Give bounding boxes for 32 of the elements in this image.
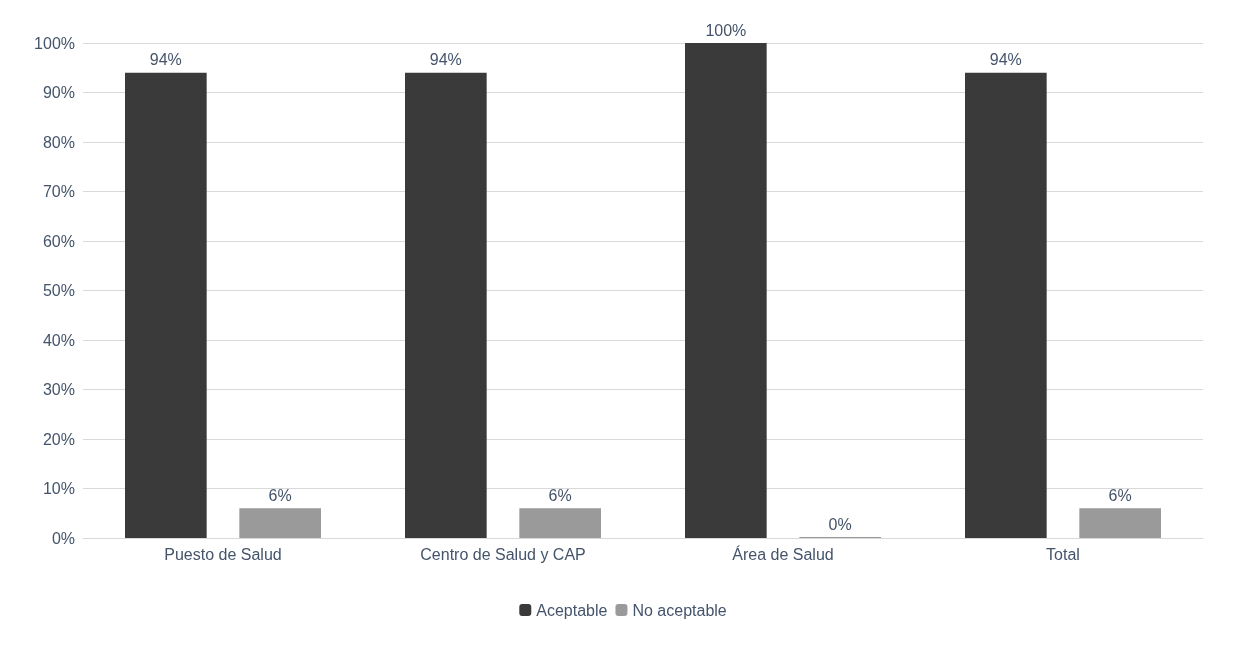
y-tick-label: 60% [42, 232, 75, 250]
bar [685, 43, 767, 538]
y-tick-label: 100% [34, 34, 75, 52]
x-tick-label: Centro de Salud y CAP [420, 545, 586, 563]
x-tick-label: Total [1046, 545, 1080, 563]
data-label: 100% [705, 21, 747, 39]
y-tick-label: 80% [42, 133, 75, 151]
data-label: 94% [149, 51, 182, 69]
data-label: 6% [1108, 486, 1132, 504]
bar [125, 72, 207, 538]
x-tick-label: Puesto de Salud [164, 545, 282, 563]
legend-label: Aceptable [536, 601, 608, 619]
y-tick-label: 40% [42, 331, 75, 349]
data-label: 6% [548, 486, 572, 504]
bar [1079, 508, 1161, 538]
legend-label: No aceptable [632, 601, 727, 619]
bar [239, 508, 321, 538]
bar [965, 72, 1047, 538]
data-label: 6% [268, 486, 292, 504]
y-tick-label: 70% [42, 183, 75, 200]
bar [519, 508, 601, 538]
y-tick-label: 90% [42, 84, 75, 101]
bar [405, 72, 487, 538]
x-tick-label: Área de Salud [732, 544, 834, 563]
y-tick-label: 0% [51, 529, 75, 547]
y-tick-label: 10% [42, 480, 75, 497]
y-tick-label: 20% [42, 430, 75, 448]
data-label: 94% [989, 51, 1022, 69]
y-tick-label: 30% [42, 381, 75, 398]
data-label: 94% [429, 51, 462, 69]
y-tick-label: 50% [42, 282, 75, 299]
data-label: 0% [828, 515, 852, 533]
